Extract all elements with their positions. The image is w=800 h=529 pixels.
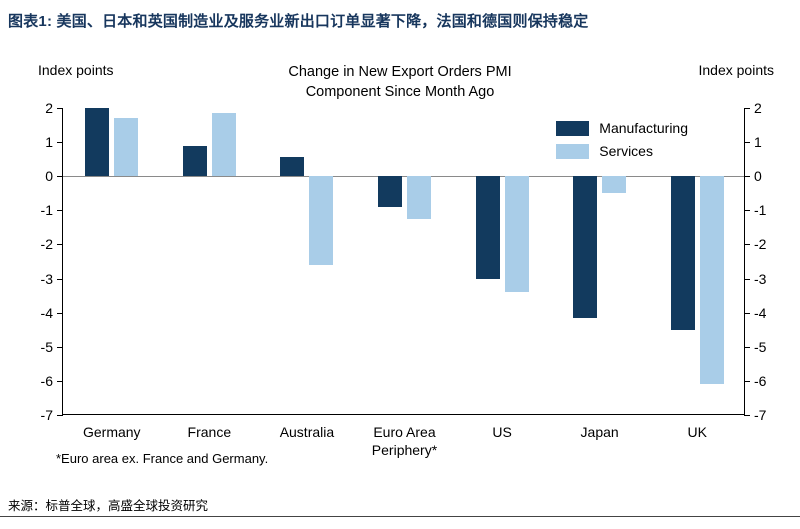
bar-services-Australia bbox=[309, 176, 334, 265]
left-axis-tick bbox=[57, 108, 63, 109]
left-axis-tick bbox=[57, 415, 63, 416]
right-axis-tick-label: -2 bbox=[754, 236, 767, 253]
left-axis-tick-label: -4 bbox=[40, 304, 53, 321]
left-axis-tick bbox=[57, 142, 63, 144]
left-axis-tick-label: 2 bbox=[45, 100, 53, 116]
left-axis-tick bbox=[57, 380, 63, 382]
right-axis-tick bbox=[744, 312, 750, 314]
legend: Manufacturing Services bbox=[556, 120, 688, 166]
category-label: France bbox=[187, 424, 232, 440]
category-label: Australia bbox=[279, 424, 335, 440]
bar-services-UK bbox=[699, 176, 724, 385]
category-label: Japan bbox=[580, 424, 619, 440]
left-axis-tick-label: 1 bbox=[45, 134, 53, 151]
left-axis-tick bbox=[57, 346, 63, 348]
bar-manufacturing-Japan bbox=[573, 176, 598, 318]
legend-label-services: Services bbox=[599, 143, 653, 159]
zero-gridline bbox=[63, 176, 744, 178]
category-label: Germany bbox=[82, 424, 141, 440]
right-axis-tick bbox=[744, 278, 750, 280]
left-axis-tick-label: -2 bbox=[40, 236, 53, 253]
left-axis-tick bbox=[57, 278, 63, 280]
right-axis-tick bbox=[744, 142, 750, 144]
left-axis-tick-label: -3 bbox=[40, 270, 53, 287]
footnote: *Euro area ex. France and Germany. bbox=[56, 451, 269, 466]
legend-label-manufacturing: Manufacturing bbox=[599, 120, 688, 136]
right-axis-tick bbox=[744, 108, 750, 109]
bar-manufacturing-France bbox=[182, 145, 207, 177]
bar-services-Euro Area Periphery* bbox=[407, 176, 431, 219]
right-axis-tick-label: -1 bbox=[754, 202, 767, 219]
right-axis-tick-label: -4 bbox=[754, 304, 767, 321]
right-axis-unit-label: Index points bbox=[698, 62, 775, 78]
bar-services-Germany bbox=[114, 118, 139, 177]
source-text: 来源：标普全球，高盛全球投资研究 bbox=[8, 499, 209, 513]
legend-item-services: Services bbox=[556, 143, 688, 159]
right-axis-tick bbox=[744, 210, 750, 212]
right-axis-tick bbox=[744, 346, 750, 348]
left-axis-tick-label: -7 bbox=[40, 407, 53, 423]
bar-manufacturing-Australia bbox=[280, 157, 305, 177]
services-color-swatch bbox=[556, 143, 590, 159]
right-axis-tick bbox=[744, 176, 750, 178]
category-label: UK bbox=[687, 424, 707, 440]
legend-item-manufacturing: Manufacturing bbox=[556, 120, 688, 136]
right-axis-tick bbox=[744, 244, 750, 246]
right-axis-tick-label: -6 bbox=[754, 372, 767, 389]
right-axis-tick bbox=[744, 380, 750, 382]
bar-services-US bbox=[504, 176, 529, 293]
left-axis-unit-label: Index points bbox=[38, 62, 114, 78]
bar-manufacturing-US bbox=[475, 176, 500, 279]
category-label: Euro Area Periphery* bbox=[371, 424, 438, 459]
left-axis-tick-label: -6 bbox=[40, 372, 53, 389]
right-axis-tick-label: 0 bbox=[754, 168, 762, 185]
right-axis-tick-label: 2 bbox=[754, 100, 762, 116]
figure-title: 图表1: 美国、日本和英国制造业及服务业新出口订单显著下降，法国和德国则保持稳定 bbox=[8, 13, 589, 30]
left-axis-tick-label: -5 bbox=[40, 338, 53, 355]
left-axis-tick bbox=[57, 312, 63, 314]
bar-manufacturing-Germany bbox=[85, 108, 110, 177]
left-axis-tick-label: 0 bbox=[45, 168, 53, 185]
right-axis-tick bbox=[744, 415, 750, 416]
bar-manufacturing-UK bbox=[670, 176, 695, 330]
left-axis-tick bbox=[57, 176, 63, 178]
chart-title: Change in New Export Orders PMI Componen… bbox=[288, 64, 512, 101]
right-axis-tick-label: -3 bbox=[754, 270, 767, 287]
plot-area: Manufacturing Services 2 2 1 1 0 0 -1 -1 -2 -2 -3 -… bbox=[41, 100, 767, 458]
right-axis-tick-label: 1 bbox=[754, 134, 762, 151]
right-axis-tick-label: -7 bbox=[754, 407, 767, 423]
bottom-divider bbox=[0, 516, 800, 517]
manufacturing-color-swatch bbox=[556, 120, 590, 136]
left-axis-tick-label: -1 bbox=[40, 202, 53, 219]
left-axis-tick bbox=[57, 244, 63, 246]
bar-services-Japan bbox=[602, 176, 627, 194]
right-axis-tick-label: -5 bbox=[754, 338, 767, 355]
left-axis-tick bbox=[57, 210, 63, 212]
bar-services-France bbox=[211, 113, 236, 177]
bar-manufacturing-Euro Area Periphery* bbox=[378, 176, 402, 207]
category-label: US bbox=[492, 424, 512, 440]
